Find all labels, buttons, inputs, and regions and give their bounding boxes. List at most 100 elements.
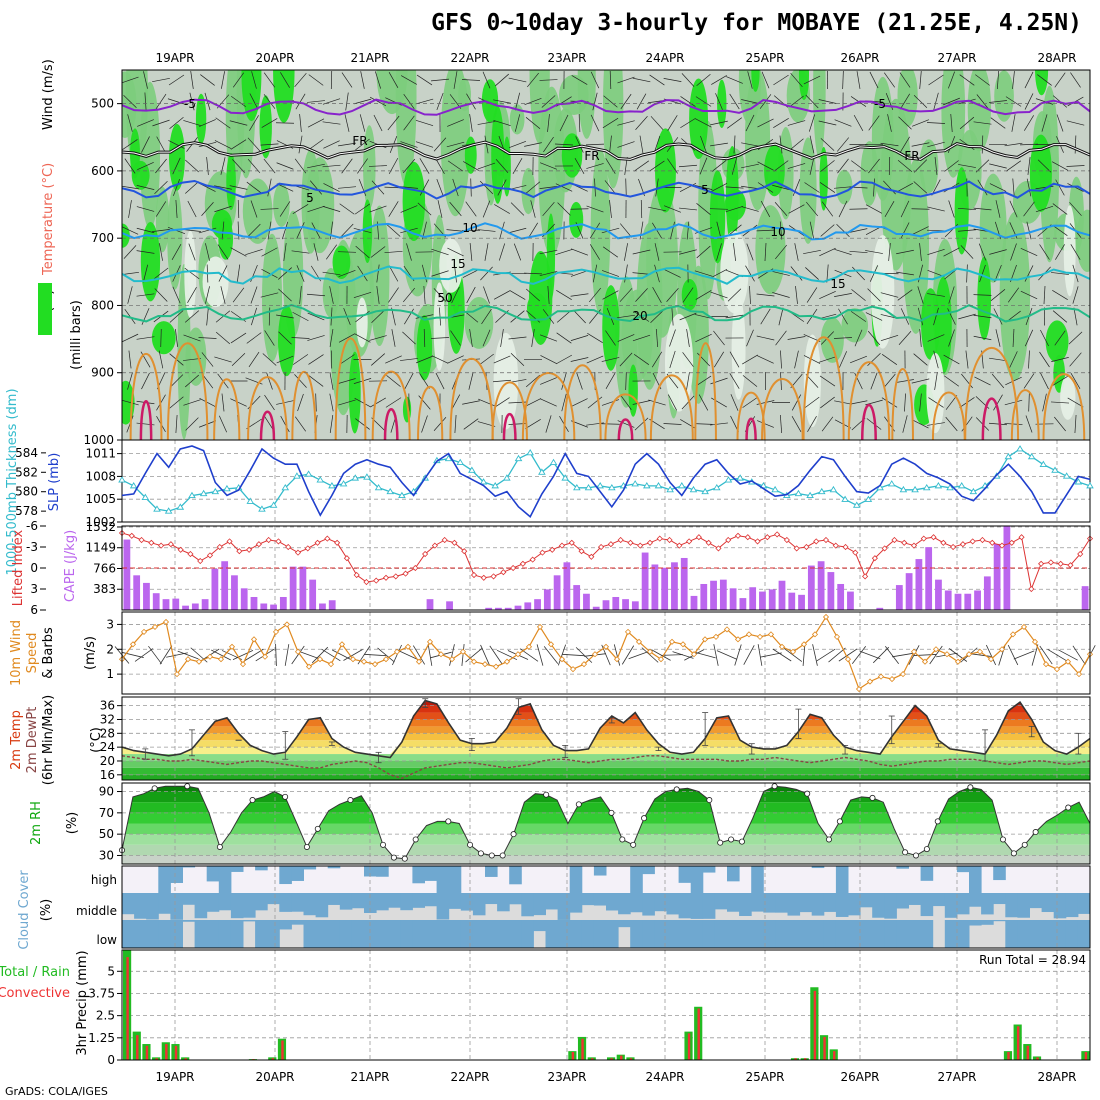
wind-barb [338, 378, 356, 384]
wind-barb [779, 414, 783, 434]
wind-speed-marker [338, 641, 346, 648]
wind-barb [1024, 329, 1034, 347]
wind-barb [809, 135, 815, 154]
cloud-bar [884, 920, 897, 948]
wind-barb [791, 416, 802, 432]
wind-barb [652, 286, 662, 304]
wind-barb [244, 648, 264, 662]
thickness-marker [689, 485, 698, 493]
wind-speed-marker [569, 666, 577, 673]
wind-barb [927, 206, 945, 212]
slp-line [121, 445, 1091, 518]
wind-barb [803, 75, 821, 85]
cape-bar [602, 600, 610, 610]
cloud-bar [920, 920, 934, 948]
wind-barb [353, 98, 372, 105]
wind-barb [1047, 648, 1067, 662]
wind-barb [465, 647, 483, 663]
lifted-index-marker [441, 536, 448, 544]
wind-barb [1040, 329, 1049, 347]
rh-contour-dry [731, 296, 746, 400]
wind-barb [463, 161, 479, 171]
lifted-index-marker [695, 534, 702, 541]
wind-barb [917, 307, 924, 326]
wind-barb [392, 644, 402, 666]
rh-band [122, 834, 1090, 845]
isotherm-line [122, 222, 1090, 241]
wind-barb [155, 201, 167, 217]
wind-barb [1052, 375, 1068, 387]
temperature-tick-label: 16 [100, 768, 115, 782]
wind-barb [711, 75, 727, 85]
cape-bar [895, 585, 903, 610]
wind-speed-marker [591, 651, 599, 658]
wind-speed-marker [206, 653, 214, 660]
temperature-axis-line2: 2m DewPt [25, 707, 40, 774]
wind-barb [729, 373, 740, 389]
li-tick-label: -3 [26, 540, 38, 554]
thickness-marker [934, 482, 943, 489]
wind-barb [806, 287, 818, 303]
wind-barb [451, 286, 460, 304]
wind-barb [926, 229, 946, 232]
lifted-index-marker [294, 549, 302, 556]
precip-axis-label: 3hr Precip (mm) [75, 950, 90, 1055]
wind-barb [880, 334, 899, 342]
temp-warm-band [122, 733, 1090, 741]
wind-barb [912, 419, 929, 429]
rh-contour-mid [577, 70, 596, 139]
top-date-label: 22APR [450, 51, 489, 65]
wind-barb [985, 644, 997, 666]
cape-bar [798, 594, 805, 610]
wind-speed-marker [261, 653, 269, 660]
wind-barb [386, 375, 401, 387]
wind-barb [773, 118, 789, 128]
wind-barb [1072, 286, 1079, 304]
wind-barb [836, 137, 850, 152]
wind-barb [482, 71, 491, 89]
wind-barb [561, 372, 567, 390]
wind-barb [556, 310, 572, 323]
wind-barb [493, 290, 511, 300]
wind-barb [260, 292, 279, 298]
wind-barb [896, 271, 914, 276]
wind-barb [585, 143, 605, 146]
top-date-label: 28APR [1037, 51, 1076, 65]
wind-barb [849, 228, 868, 233]
cloud-bar [243, 920, 256, 922]
cloud-bar [678, 920, 692, 948]
wind-barb [838, 351, 848, 368]
wind-barb [496, 649, 518, 661]
wind-barb [973, 335, 992, 341]
wind-barb [670, 221, 675, 240]
cloud-bar [279, 866, 292, 885]
wind-barb [463, 418, 479, 430]
wind-barb [1027, 157, 1031, 175]
wind-barb [850, 311, 867, 322]
wind-barb [617, 76, 635, 84]
rh-marker [836, 818, 843, 825]
wind-speed-marker [184, 656, 192, 663]
wind-barb [959, 74, 975, 86]
lifted-index-marker [1077, 550, 1084, 558]
wind-barb [788, 204, 805, 214]
lifted-index-marker [490, 573, 497, 580]
wind-barb [143, 71, 148, 89]
wind-tick-label: 1 [106, 667, 114, 681]
wind-barb [321, 648, 341, 662]
wind-speed-marker [217, 656, 225, 663]
wind-barb [741, 142, 759, 147]
wind-barb [729, 93, 740, 110]
wind-barb [250, 286, 258, 304]
wind-barb [650, 116, 664, 130]
wind-barb [760, 200, 771, 218]
wind-barb [495, 159, 509, 173]
wind-barb [198, 337, 217, 339]
wind-barb [711, 160, 727, 172]
wind-barb [221, 221, 225, 240]
wind-barb [452, 178, 459, 197]
cape-bar [211, 568, 219, 610]
wind-barb [838, 200, 848, 218]
